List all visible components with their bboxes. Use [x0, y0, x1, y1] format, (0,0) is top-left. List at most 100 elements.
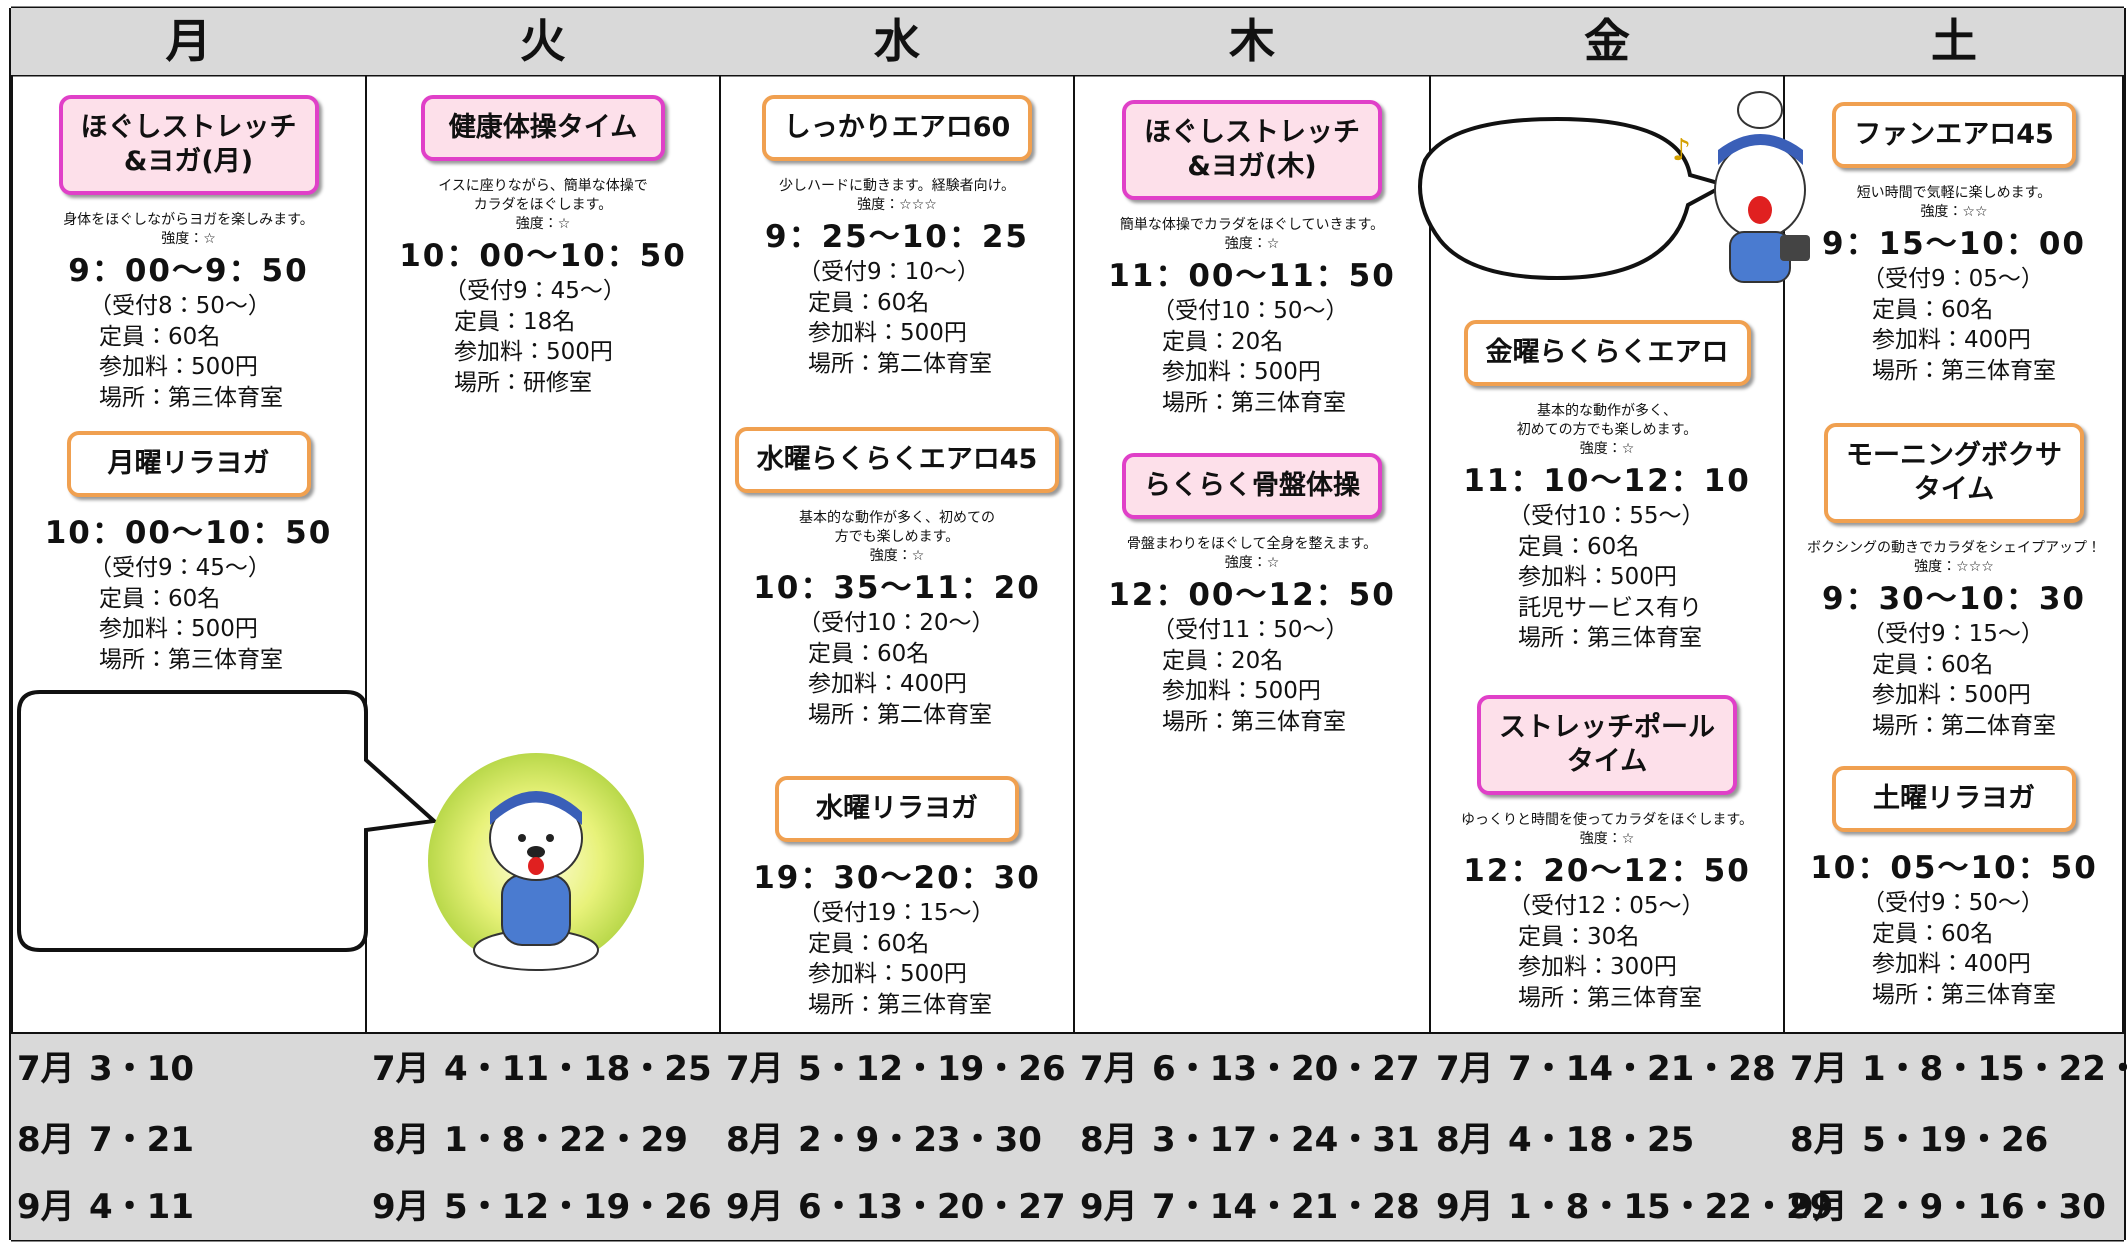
dates: 5・19・26 [1862, 1120, 2049, 1160]
detail: 場所：第二体育室 [808, 701, 992, 728]
time: 10：00〜10：50 [44, 515, 333, 551]
dates: 1・8・22・29 [444, 1120, 688, 1160]
detail: （受付9：50〜） [1862, 890, 2044, 916]
date-cell: 9月 1・8・15・22・29 [1430, 1175, 1833, 1240]
month: 8月 [1080, 1120, 1138, 1160]
detail: 参加料：500円 [808, 320, 967, 346]
day-header: 土 [1931, 14, 1977, 68]
program-title: 水曜らくらくエアロ45 [734, 427, 1060, 493]
dates: 6・13・20・27 [798, 1187, 1066, 1227]
intensity: 強度：☆ [1224, 555, 1280, 571]
spacer [1784, 832, 2124, 846]
detail: 定員：60名 [1872, 651, 1994, 678]
description: 基本的な動作が多く、初めての 方でも楽しめます。 [799, 510, 995, 545]
month: 9月 [1436, 1187, 1494, 1227]
details: （受付12：05〜） 定員：30名 参加料：300円 場所：第三体育室 [1430, 891, 1784, 1013]
date-cell: 7月 6・13・20・27 [1074, 1034, 1430, 1105]
intensity: 強度：☆☆☆ [1914, 559, 1994, 575]
program: ほぐしストレッチ &ヨガ(月) 身体をほぐしながらヨガを楽しみます。 強度：☆ 9：0… [11, 95, 366, 413]
dates: 3・10 [89, 1049, 194, 1089]
detail: （受付10：20〜） [798, 610, 995, 636]
program: 金曜らくらくエアロ 基本的な動作が多く、 初めての方でも楽しめます。 強度：☆ 11：… [1430, 320, 1784, 654]
detail: 参加料：500円 [808, 961, 967, 987]
program-title: ファンエアロ45 [1832, 102, 2076, 168]
dates: 5・12・19・26 [444, 1187, 712, 1227]
description: 骨盤まわりをほぐして全身を整えます。 [1126, 536, 1378, 552]
dates: 2・9・16・30 [1862, 1187, 2106, 1227]
detail: 場所：第三体育室 [99, 384, 283, 411]
intensity: 強度：☆☆☆ [857, 197, 937, 213]
details: （受付19：15〜） 定員：60名 参加料：500円 場所：第三体育室 [720, 898, 1074, 1020]
details: （受付9：45〜） 定員：18名 参加料：500円 場所：研修室 [366, 276, 720, 398]
program: 水曜らくらくエアロ45 基本的な動作が多く、初めての 方でも楽しめます。 強度：☆ 1… [720, 427, 1074, 730]
date-cell: 9月 4・11 [11, 1175, 366, 1240]
description: 短い時間で気軽に楽しめます。 [1856, 185, 2052, 201]
time: 11：10〜12：10 [1463, 463, 1751, 499]
dates: 5・12・19・26 [798, 1049, 1066, 1089]
callout-line: プログラムです。 [44, 863, 226, 889]
detail: （受付9：05〜） [1862, 266, 2044, 292]
details: （受付9：15〜） 定員：60名 参加料：500円 場所：第二体育室 [1784, 619, 2124, 741]
detail: 場所：第三体育室 [808, 991, 992, 1018]
detail: 定員：60名 [808, 289, 930, 316]
month: 7月 [17, 1049, 75, 1089]
detail: （受付10：50〜） [1152, 298, 1349, 324]
details: （受付8：50〜） 定員：60名 参加料：500円 場所：第三体育室 [11, 291, 366, 413]
date-cell: 7月 7・14・21・28 [1430, 1034, 1784, 1105]
callout: リラヨガとは？ リラクゼーションとヨガを組 み合わせた名称です。 初心者の方でも楽しめ… [25, 700, 356, 892]
details: （受付10：55〜） 定員：60名 参加料：500円 託児サービス有り 場所：第三体育室 [1430, 501, 1784, 654]
date-cell: 8月 7・21 [11, 1105, 366, 1175]
callout-line: み合わせた名称です。 [44, 801, 272, 827]
month: 9月 [1790, 1187, 1848, 1227]
dates: 7・21 [89, 1120, 194, 1160]
description: ボクシングの動きでカラダをシェイプアップ！ [1807, 540, 2101, 556]
program-title: ほぐしストレッチ &ヨガ(月) [58, 95, 319, 195]
date-row-bg [11, 1175, 2124, 1240]
detail: 定員：60名 [99, 585, 221, 612]
day-header: 水 [874, 14, 920, 68]
date-cell: 8月 3・17・24・31 [1074, 1105, 1430, 1175]
detail: 場所：第二体育室 [808, 350, 992, 377]
callout-title: リラヨガとは？ [25, 708, 349, 764]
month: 7月 [1790, 1049, 1848, 1089]
intensity: 強度：☆ [1579, 831, 1635, 847]
callout-line: リラクゼーションとヨガを組 [44, 770, 343, 796]
detail: （受付8：50〜） [89, 293, 271, 319]
dates: 1・8・15・22・29 [1508, 1187, 1834, 1227]
program-title: ほぐしストレッチ &ヨガ(木) [1122, 100, 1382, 200]
dates: 2・9・23・30 [798, 1120, 1042, 1160]
month: 8月 [372, 1120, 430, 1160]
date-cell: 7月 3・10 [11, 1034, 366, 1105]
description: 簡単な体操でカラダをほぐしていきます。 [1119, 217, 1385, 233]
detail: 場所：第三体育室 [99, 646, 283, 673]
details: （受付9：50〜） 定員：60名 参加料：400円 場所：第三体育室 [1784, 888, 2124, 1010]
date-cell: 8月 2・9・23・30 [720, 1105, 1074, 1175]
detail: 参加料：500円 [99, 354, 258, 380]
month: 7月 [1436, 1049, 1494, 1089]
dates: 4・18・25 [1508, 1120, 1695, 1160]
speech-line: さいッ♪ [1463, 232, 1547, 258]
detail: 参加料：500円 [1518, 564, 1677, 590]
dates: 4・11 [89, 1187, 194, 1227]
spacer [11, 497, 366, 511]
detail: 定員：30名 [1518, 923, 1640, 950]
intensity: 強度：☆ [1224, 236, 1280, 252]
month: 7月 [726, 1049, 784, 1089]
date-cell: 9月 5・12・19・26 [366, 1175, 720, 1240]
detail: 場所：第三体育室 [1518, 984, 1702, 1011]
detail: 参加料：500円 [1872, 682, 2031, 708]
time: 9：25〜10：25 [765, 219, 1029, 255]
detail: 場所：第三体育室 [1872, 357, 2056, 384]
header-bg [11, 8, 2124, 75]
day-header: 木 [1229, 14, 1275, 68]
month: 7月 [372, 1049, 430, 1089]
program-title: しっかりエアロ60 [761, 95, 1033, 161]
dates: 3・17・24・31 [1152, 1120, 1420, 1160]
detail: 場所：第三体育室 [1872, 981, 2056, 1008]
detail: 定員：60名 [808, 930, 930, 957]
program: しっかりエアロ60 少しハードに動きます。経験者向け。 強度：☆☆☆ 9：25〜10：… [720, 95, 1074, 379]
day-header: 金 [1584, 14, 1630, 68]
spacer [720, 842, 1074, 856]
month: 8月 [1790, 1120, 1848, 1160]
